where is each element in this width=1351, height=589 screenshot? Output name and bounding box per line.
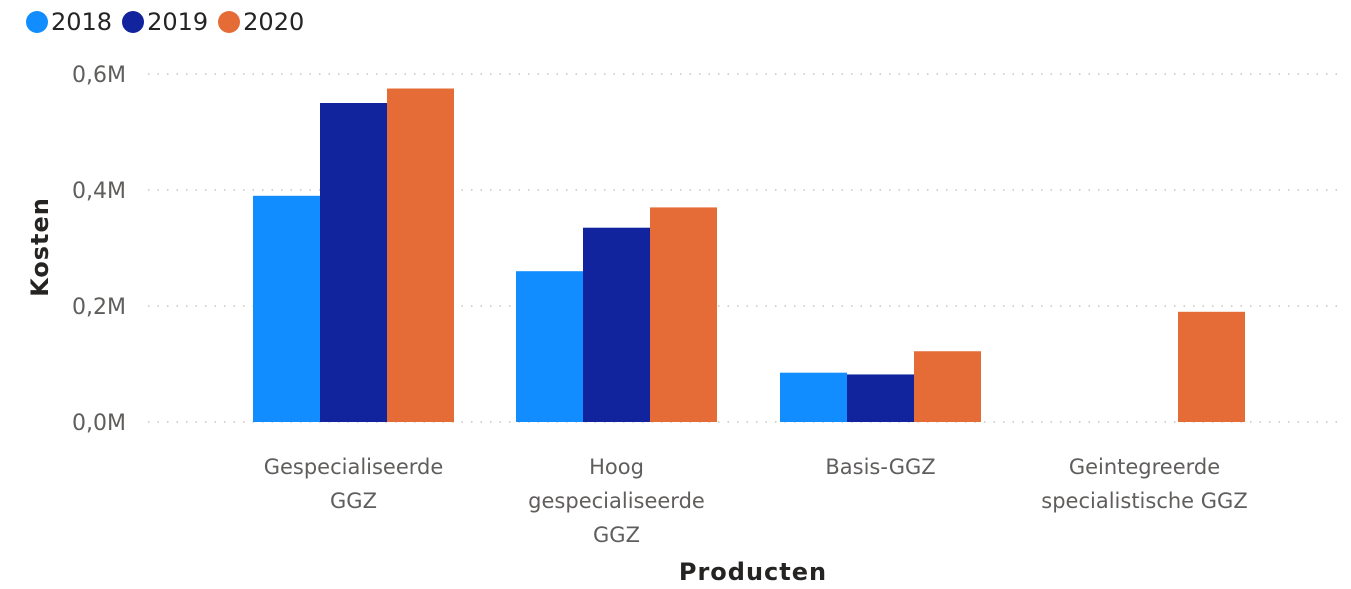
bar-2018-0[interactable]: [253, 195, 320, 422]
bar-2020-2[interactable]: [914, 351, 981, 422]
legend-marker: [26, 11, 48, 33]
bar-2019-0[interactable]: [320, 103, 387, 422]
legend-label: 2018: [51, 8, 113, 36]
legend-item-2020[interactable]: 2020: [218, 8, 304, 36]
y-tick-label: 0,2M: [72, 295, 126, 320]
bar-2018-2[interactable]: [780, 372, 847, 422]
x-axis-title: Producten: [679, 558, 827, 586]
legend-item-2018[interactable]: 2018: [26, 8, 112, 36]
x-category-label: Geintegreerde specialistische GGZ: [1041, 455, 1247, 513]
x-category-label: Basis-GGZ: [825, 455, 935, 479]
bar-2020-0[interactable]: [387, 88, 454, 423]
y-tick-label: 0,0M: [72, 411, 126, 436]
legend-label: 2020: [243, 8, 305, 36]
legend-marker: [218, 11, 241, 33]
bar-2018-1[interactable]: [516, 271, 583, 422]
bar-2019-1[interactable]: [583, 227, 650, 422]
legend-label: 2019: [147, 8, 209, 36]
legend-marker: [122, 11, 145, 33]
bars: [253, 88, 1245, 423]
x-category-label: Gespecialiseerde GGZ: [264, 455, 444, 513]
y-axis-title: Kosten: [26, 197, 54, 297]
y-axis-ticks: 0,0M 0,2M 0,4M 0,6M: [72, 63, 126, 436]
bar-2020-1[interactable]: [650, 207, 717, 422]
bar-2019-2[interactable]: [847, 374, 914, 422]
legend-item-2019[interactable]: 2019: [122, 8, 208, 36]
y-tick-label: 0,4M: [72, 179, 126, 204]
x-axis-categories: Gespecialiseerde GGZ Hoog gespecialiseerde G…: [264, 455, 1248, 547]
bar-2020-3[interactable]: [1178, 311, 1245, 422]
x-category-label: Hoog gespecialiseerde GGZ: [528, 455, 705, 547]
chart-legend: 2018 2019 2020: [26, 8, 304, 36]
y-tick-label: 0,6M: [72, 63, 126, 88]
